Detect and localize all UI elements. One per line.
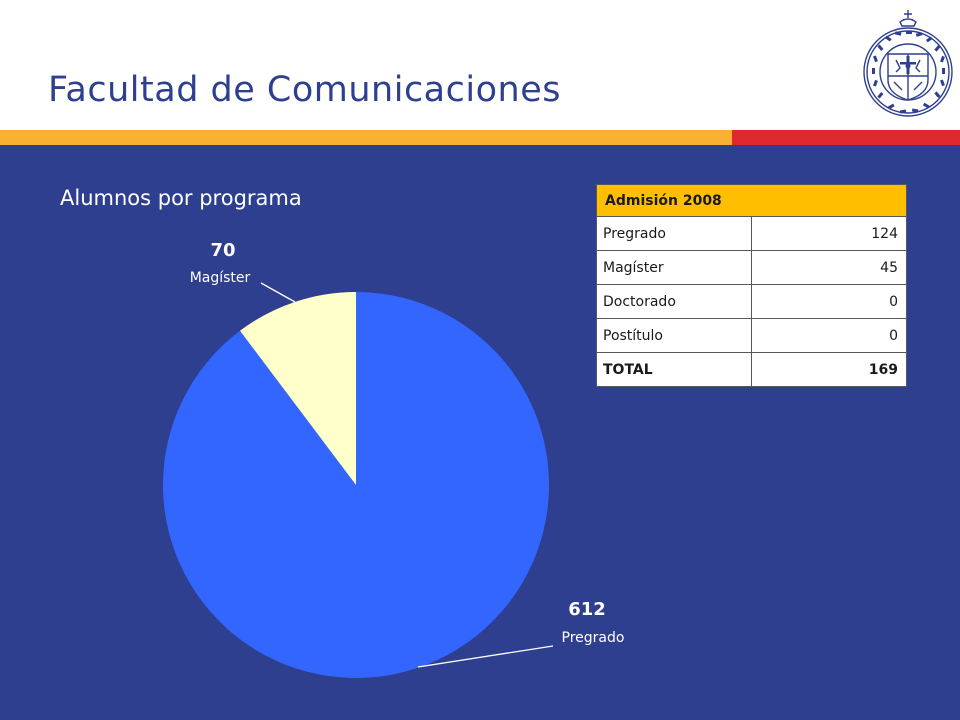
row-value: 45 (751, 250, 907, 285)
leader-line-magister (260, 282, 296, 303)
pie-chart: 612 Pregrado 70 Magíster (163, 240, 625, 678)
table-row: Postítulo 0 (596, 318, 907, 353)
row-value: 0 (751, 284, 907, 319)
chart-subtitle: Alumnos por programa (60, 186, 302, 210)
table-row: Magíster 45 (596, 250, 907, 285)
slide-header: Facultad de Comunicaciones (0, 0, 960, 130)
stripe-red (732, 130, 960, 145)
total-value: 169 (751, 352, 907, 387)
leader-line-pregrado (417, 645, 554, 668)
stripe-yellow (0, 130, 732, 145)
data-label-magister: 70 (210, 240, 235, 261)
university-seal-logo (863, 10, 953, 117)
row-label: Pregrado (596, 216, 752, 251)
row-label: Doctorado (596, 284, 752, 319)
table-row: Doctorado 0 (596, 284, 907, 319)
pie-slice-magister (239, 292, 356, 485)
table-header-row: Admisión 2008 (596, 184, 907, 217)
category-label-magister: Magíster (190, 270, 251, 286)
row-value: 0 (751, 318, 907, 353)
category-label-pregrado: Pregrado (562, 630, 625, 646)
row-label: Magíster (596, 250, 752, 285)
row-label: Postítulo (596, 318, 752, 353)
data-label-pregrado: 612 (568, 599, 606, 620)
row-value: 124 (751, 216, 907, 251)
table-header: Admisión 2008 (596, 184, 907, 217)
table-total-row: TOTAL 169 (596, 352, 907, 387)
admission-table: Admisión 2008 Pregrado 124 Magíster 45 D… (596, 184, 907, 387)
total-label: TOTAL (596, 352, 752, 387)
page-title: Facultad de Comunicaciones (48, 70, 561, 110)
table-row: Pregrado 124 (596, 216, 907, 251)
